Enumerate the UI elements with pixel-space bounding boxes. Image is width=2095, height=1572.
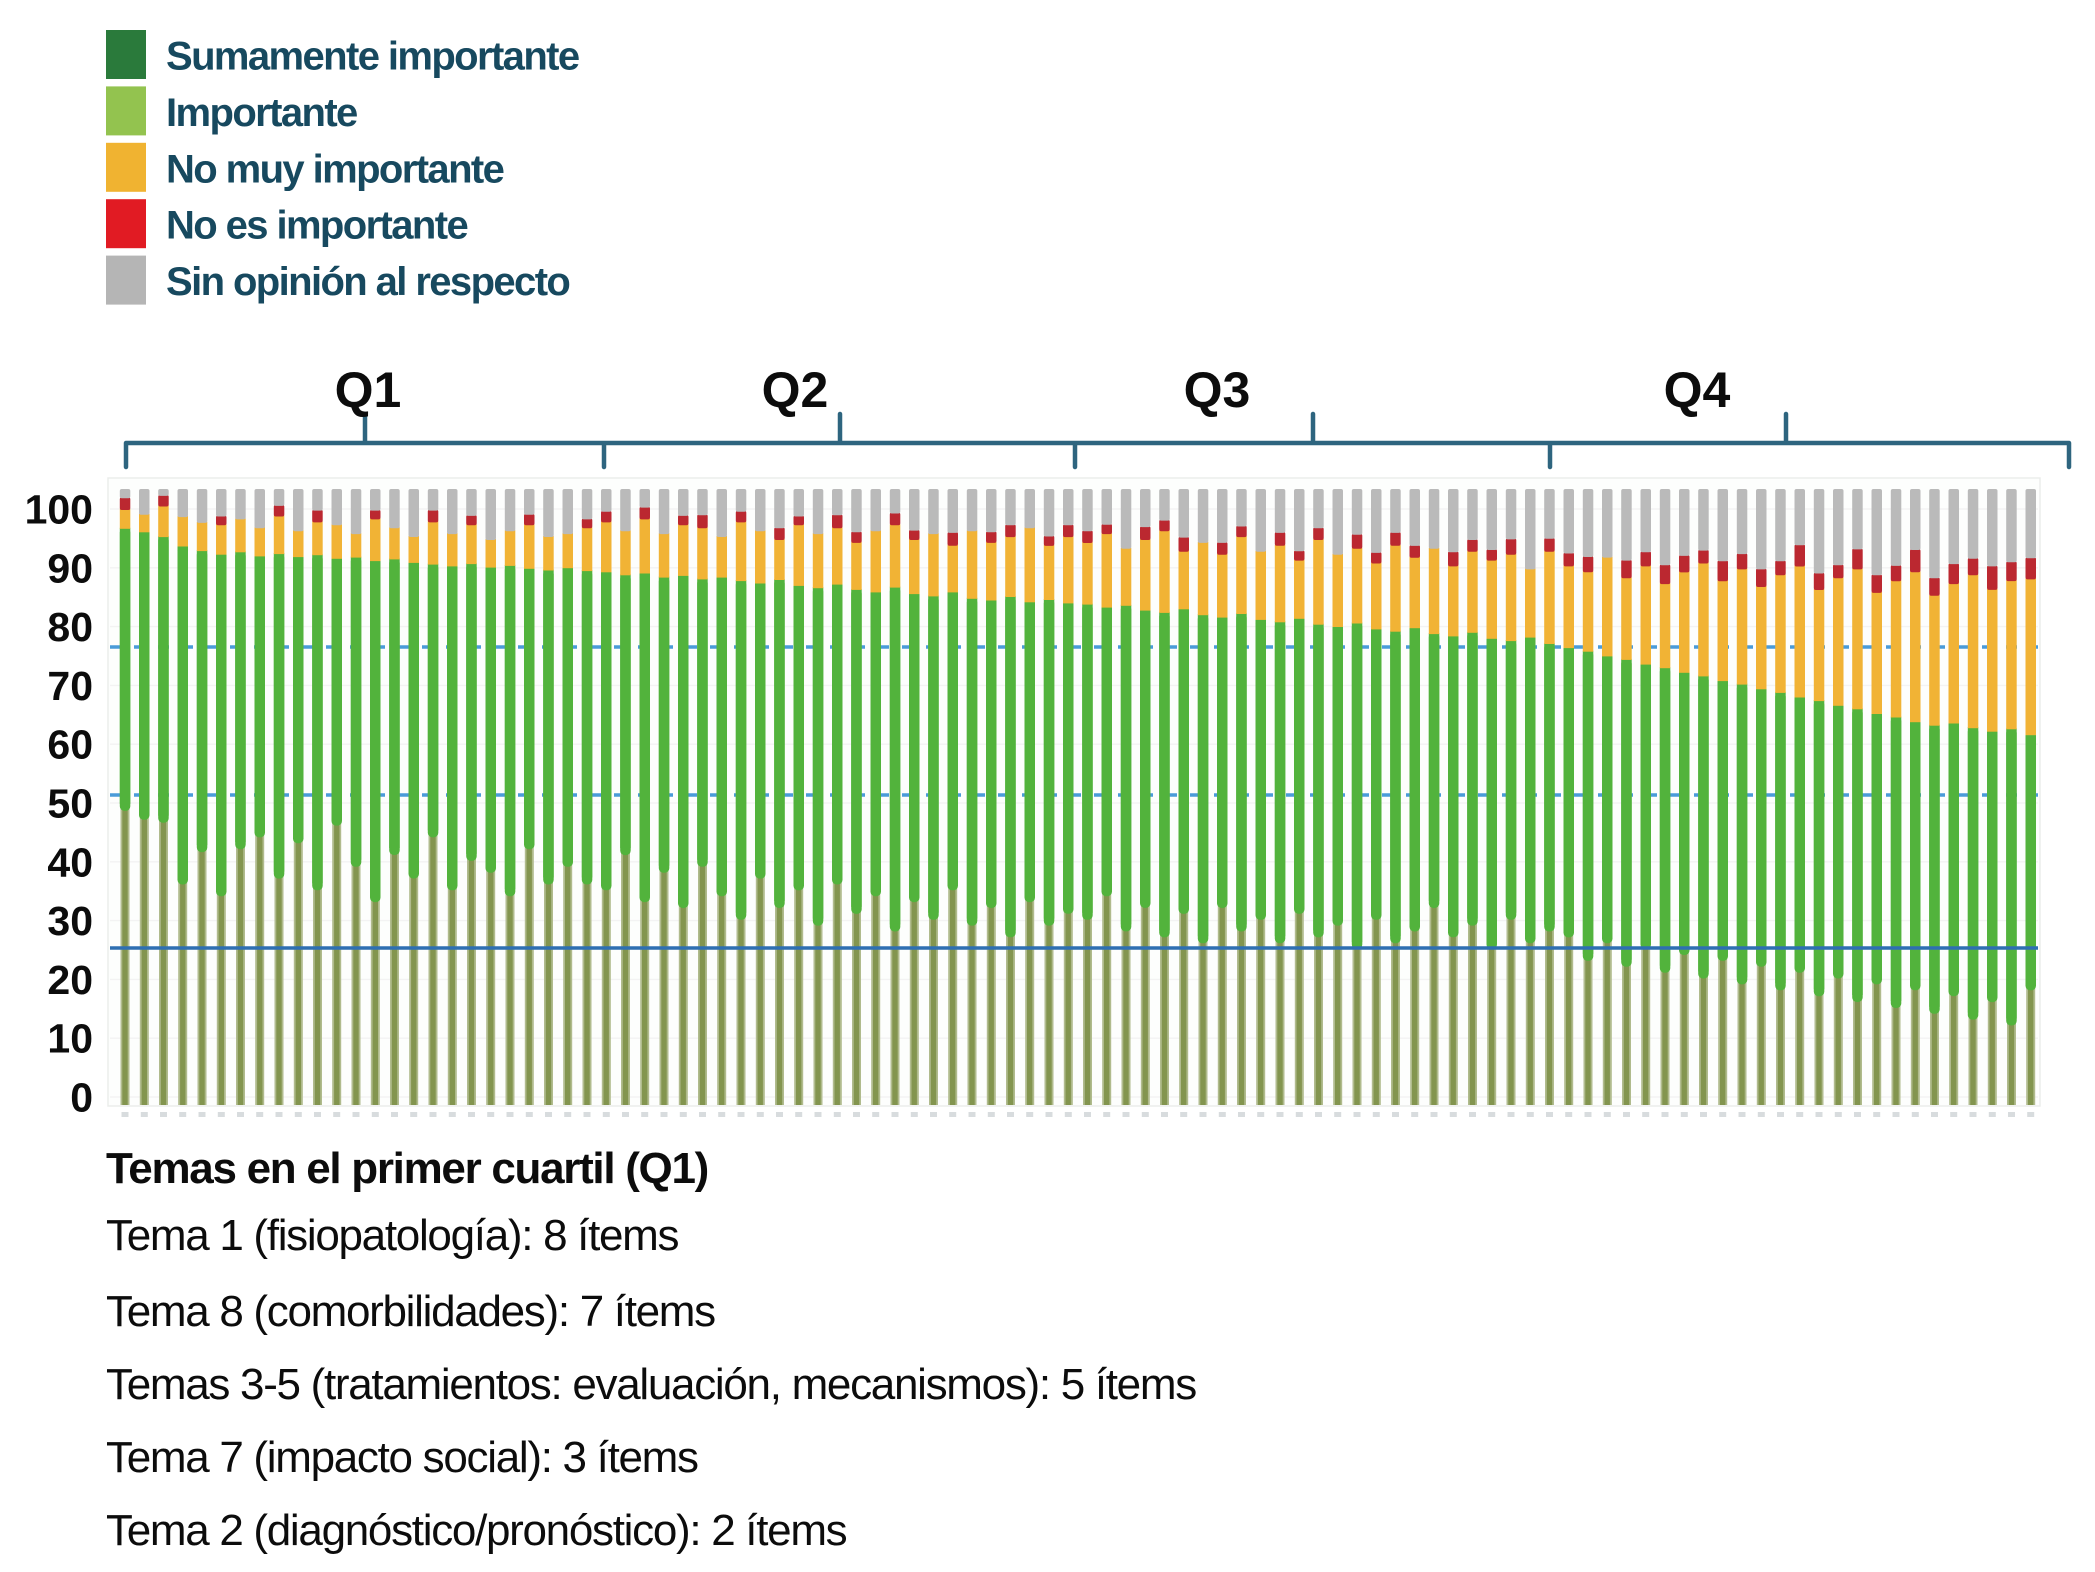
svg-text:70: 70 (47, 663, 93, 709)
svg-text:Tema 2 (diagnóstico/pronóstico: Tema 2 (diagnóstico/pronóstico): 2 ítems (106, 1506, 847, 1555)
svg-text:Tema 8 (comorbilidades): 7 íte: Tema 8 (comorbilidades): 7 ítems (106, 1287, 715, 1336)
svg-text:50: 50 (47, 781, 93, 827)
svg-text:Temas 3-5 (tratamientos: evalu: Temas 3-5 (tratamientos: evaluación, mec… (106, 1360, 1196, 1409)
svg-text:10: 10 (47, 1016, 93, 1062)
svg-text:Q4: Q4 (1664, 362, 1731, 418)
svg-text:Importante: Importante (166, 91, 357, 135)
svg-text:40: 40 (47, 839, 93, 885)
svg-text:Tema 7 (impacto social): 3 íte: Tema 7 (impacto social): 3 ítems (106, 1433, 698, 1482)
svg-text:20: 20 (47, 957, 93, 1003)
svg-text:Q3: Q3 (1184, 362, 1251, 418)
svg-text:Sumamente importante: Sumamente importante (166, 35, 579, 79)
svg-text:Sin opinión al respecto: Sin opinión al respecto (166, 260, 569, 304)
svg-text:Q2: Q2 (762, 362, 829, 418)
svg-text:90: 90 (47, 545, 93, 591)
svg-text:30: 30 (47, 898, 93, 944)
svg-text:80: 80 (47, 604, 93, 650)
svg-text:No es importante: No es importante (166, 204, 467, 248)
svg-text:No muy importante: No muy importante (166, 147, 504, 191)
svg-text:60: 60 (47, 722, 93, 768)
svg-text:100: 100 (25, 487, 93, 533)
svg-text:Q1: Q1 (335, 362, 402, 418)
svg-text:Temas en el primer cuartil (Q1: Temas en el primer cuartil (Q1) (106, 1144, 708, 1193)
svg-text:0: 0 (70, 1075, 93, 1121)
svg-text:Tema 1 (fisiopatología): 8 íte: Tema 1 (fisiopatología): 8 ítems (106, 1211, 679, 1260)
